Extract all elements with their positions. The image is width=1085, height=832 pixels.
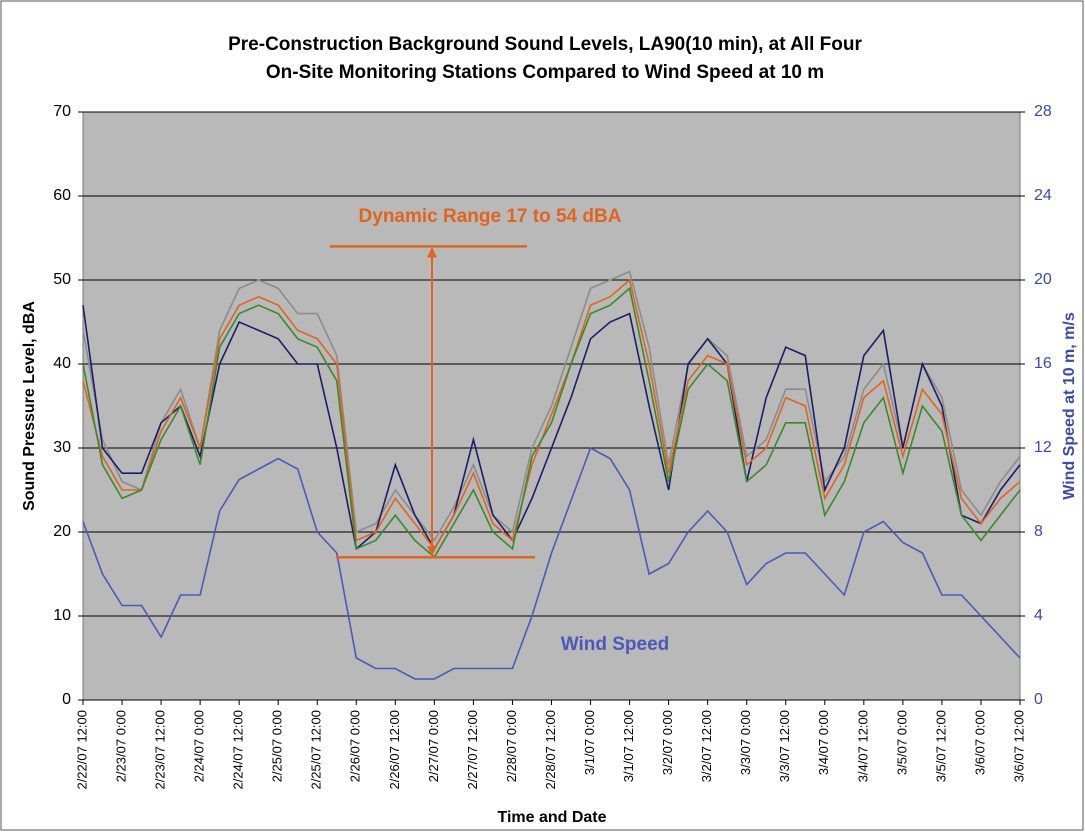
y2-axis-title: Wind Speed at 10 m, m/s (1061, 312, 1078, 500)
x-tick-label: 3/5/07 0:00 (894, 710, 909, 775)
x-tick-label: 3/3/07 0:00 (738, 710, 753, 775)
x-tick-label: 3/1/07 0:00 (582, 710, 597, 775)
y-tick-label: 50 (53, 271, 71, 288)
x-tick-label: 2/26/07 12:00 (387, 710, 402, 790)
x-tick-label: 2/25/07 0:00 (270, 710, 285, 782)
y2-tick-label: 20 (1034, 271, 1052, 288)
series-line (82, 446, 1021, 680)
series-line (82, 270, 1021, 542)
x-tick-label: 2/27/07 0:00 (426, 710, 441, 782)
y-axis-title: Sound Pressure Level, dBA (21, 301, 38, 511)
x-tick-label: 3/6/07 0:00 (972, 710, 987, 775)
x-tick-label: 2/28/07 12:00 (543, 710, 558, 790)
x-tick-label: 2/28/07 0:00 (504, 710, 519, 782)
y2-tick-label: 24 (1034, 187, 1052, 204)
y2-tick-label: 4 (1034, 607, 1043, 624)
chart-title: Pre-Construction Background Sound Levels… (228, 34, 862, 55)
x-axis-title: Time and Date (497, 809, 606, 826)
y2-tick-label: 0 (1034, 691, 1043, 708)
x-tick-label: 3/3/07 12:00 (777, 710, 792, 782)
series-annotation: Wind Speed (561, 634, 670, 655)
y-tick-label: 10 (53, 607, 71, 624)
y2-tick-label: 16 (1034, 355, 1052, 372)
x-tick-label: 3/1/07 12:00 (621, 710, 636, 782)
x-tick-label: 3/2/07 0:00 (660, 710, 675, 775)
x-tick-label: 2/23/07 12:00 (153, 710, 168, 790)
y-tick-label: 0 (62, 691, 71, 708)
y-tick-label: 40 (53, 355, 71, 372)
y-tick-label: 70 (53, 103, 71, 120)
x-tick-label: 3/5/07 12:00 (933, 710, 948, 782)
x-tick-label: 3/6/07 12:00 (1011, 710, 1026, 782)
arrow-head (427, 247, 437, 258)
series-line (82, 278, 1021, 551)
x-tick-label: 2/25/07 12:00 (309, 710, 324, 790)
x-tick-label: 2/27/07 12:00 (465, 710, 480, 790)
y-tick-label: 60 (53, 187, 71, 204)
y2-tick-label: 12 (1034, 439, 1052, 456)
series-line (82, 305, 1021, 551)
y-tick-label: 30 (53, 439, 71, 456)
x-tick-label: 2/22/07 12:00 (74, 710, 89, 790)
x-tick-label: 3/2/07 12:00 (699, 710, 714, 782)
x-tick-label: 2/24/07 12:00 (231, 710, 246, 790)
x-tick-label: 3/4/07 0:00 (816, 710, 831, 775)
x-tick-label: 2/24/07 0:00 (192, 710, 207, 782)
x-tick-label: 2/26/07 0:00 (348, 710, 363, 782)
x-tick-label: 2/23/07 0:00 (113, 710, 128, 782)
y2-tick-label: 8 (1034, 523, 1043, 540)
y-tick-label: 20 (53, 523, 71, 540)
x-tick-label: 3/4/07 12:00 (855, 710, 870, 782)
range-label: Dynamic Range 17 to 54 dBA (359, 206, 622, 227)
series-line (82, 286, 1021, 559)
y2-tick-label: 28 (1034, 103, 1052, 120)
arrow-head (427, 546, 437, 557)
chart-title: On-Site Monitoring Stations Compared to … (266, 62, 824, 83)
